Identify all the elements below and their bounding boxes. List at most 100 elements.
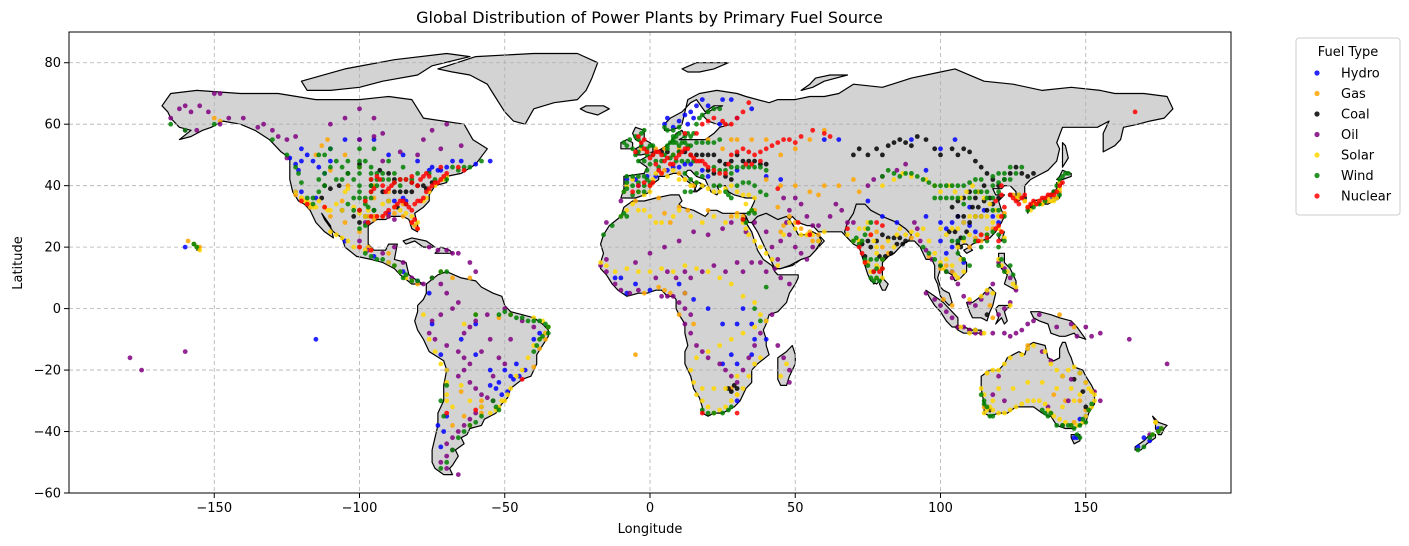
- point-oil: [444, 290, 450, 296]
- point-oil: [461, 423, 467, 428]
- point-solar: [752, 361, 757, 367]
- legend-marker: [1314, 131, 1320, 138]
- point-hydro: [778, 177, 784, 182]
- point-coal: [981, 183, 987, 189]
- point-wind: [1147, 435, 1153, 441]
- point-coal: [711, 152, 717, 158]
- point-wind: [444, 269, 450, 275]
- point-nuclear: [682, 131, 688, 136]
- point-wind: [328, 146, 333, 152]
- point-solar: [752, 300, 757, 305]
- point-solar: [845, 232, 850, 238]
- point-oil: [923, 290, 929, 296]
- point-coal: [868, 244, 874, 250]
- point-solar: [636, 207, 641, 213]
- point-nuclear: [787, 137, 792, 143]
- point-oil: [1083, 324, 1089, 330]
- point-solar: [920, 226, 926, 232]
- point-wind: [926, 180, 932, 186]
- point-coal: [734, 386, 740, 391]
- point-solar: [874, 244, 879, 250]
- point-oil: [1025, 321, 1031, 327]
- point-solar: [505, 392, 511, 398]
- point-solar: [903, 232, 908, 238]
- point-nuclear: [426, 186, 432, 192]
- point-oil: [682, 269, 688, 275]
- point-oil: [217, 121, 223, 127]
- point-oil: [769, 244, 775, 250]
- point-solar: [1045, 407, 1051, 413]
- point-oil: [996, 373, 1001, 379]
- point-wind: [996, 232, 1001, 238]
- point-oil: [810, 223, 816, 229]
- point-nuclear: [720, 118, 725, 124]
- point-nuclear: [665, 155, 670, 161]
- point-oil: [426, 244, 432, 250]
- point-hydro: [923, 214, 929, 219]
- point-oil: [734, 380, 740, 385]
- point-nuclear: [871, 269, 877, 275]
- point-wind: [467, 423, 473, 428]
- point-oil: [1068, 376, 1074, 382]
- point-hydro: [699, 167, 705, 173]
- point-nuclear: [371, 186, 377, 192]
- point-coal: [351, 214, 357, 219]
- point-oil: [949, 315, 955, 321]
- point-solar: [743, 226, 749, 232]
- point-oil: [688, 312, 694, 318]
- point-wind: [694, 140, 699, 146]
- point-hydro: [728, 97, 734, 102]
- point-solar: [1092, 392, 1097, 398]
- point-solar: [723, 404, 728, 410]
- point-solar: [752, 238, 757, 244]
- point-oil: [711, 263, 717, 268]
- point-wind: [1007, 164, 1013, 170]
- point-solar: [403, 210, 409, 216]
- point-wind: [531, 349, 537, 354]
- point-oil: [357, 137, 362, 143]
- point-coal: [970, 204, 975, 210]
- point-wind: [749, 207, 755, 213]
- point-wind: [339, 177, 345, 182]
- point-oil: [949, 275, 955, 281]
- point-nuclear: [978, 232, 984, 238]
- point-hydro: [720, 321, 725, 327]
- point-nuclear: [795, 220, 801, 225]
- point-wind: [641, 174, 647, 179]
- point-nuclear: [406, 204, 412, 210]
- point-solar: [897, 226, 903, 232]
- point-solar: [409, 214, 415, 219]
- point-solar: [1025, 346, 1031, 351]
- point-gas: [987, 303, 993, 308]
- point-coal: [357, 220, 362, 225]
- point-gas: [909, 235, 914, 241]
- legend-title: Fuel Type: [1318, 45, 1379, 60]
- point-wind: [502, 309, 508, 315]
- point-wind: [1002, 171, 1007, 176]
- point-wind: [543, 321, 548, 327]
- point-gas: [211, 115, 217, 121]
- point-solar: [624, 266, 630, 271]
- point-nuclear: [304, 201, 310, 207]
- point-wind: [682, 171, 688, 176]
- point-nuclear: [792, 140, 798, 146]
- point-wind: [676, 131, 682, 136]
- point-gas: [342, 220, 348, 225]
- point-coal: [1025, 174, 1031, 179]
- point-solar: [450, 404, 455, 410]
- point-oil: [458, 143, 464, 149]
- point-coal: [409, 189, 415, 195]
- point-solar: [821, 229, 827, 235]
- point-hydro: [685, 121, 691, 127]
- point-coal: [877, 254, 882, 259]
- point-oil: [665, 269, 670, 275]
- point-wind: [758, 189, 763, 195]
- point-oil: [429, 318, 435, 324]
- point-wind: [1002, 269, 1007, 275]
- point-solar: [421, 312, 426, 318]
- point-hydro: [728, 352, 734, 358]
- point-solar: [1019, 352, 1025, 358]
- point-oil: [694, 343, 699, 348]
- point-solar: [752, 195, 757, 201]
- point-solar: [630, 201, 635, 207]
